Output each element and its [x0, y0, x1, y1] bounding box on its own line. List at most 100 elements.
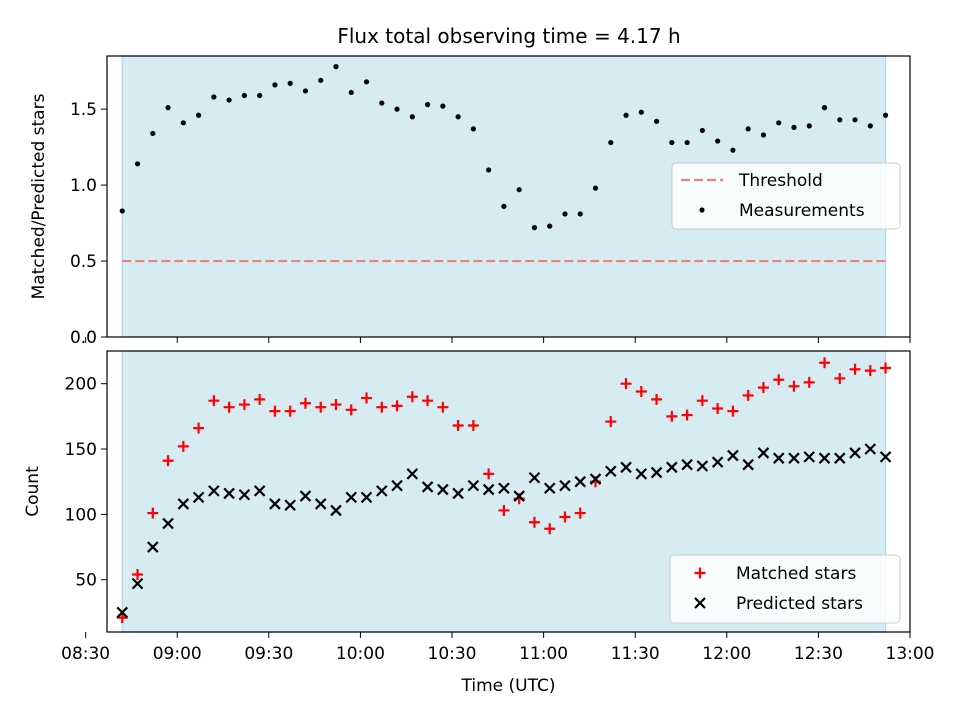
predicted-star-point — [376, 485, 388, 497]
matched-star-point — [437, 401, 449, 413]
predicted-star-point — [147, 541, 159, 553]
y-tick-label: 1.5 — [70, 100, 97, 120]
count-x-ticks: 08:30 09:00 09:30 10:00 10:30 11:00 11:30 12:00… — [61, 632, 935, 664]
measurement-point — [180, 120, 186, 126]
legend-box — [671, 162, 901, 230]
x-tick-label: 13:00 — [886, 644, 935, 664]
measurement-point — [837, 117, 843, 123]
predicted-star-point — [482, 483, 495, 496]
measurement-point — [684, 139, 690, 146]
count-y-axis-label: Count — [23, 466, 43, 517]
count-axes-frame — [106, 350, 911, 633]
matched-star-point — [849, 363, 861, 375]
measurement-point — [653, 118, 660, 124]
measurement-point — [806, 123, 812, 129]
predicted-star-point — [208, 485, 220, 497]
matched-star-point — [223, 401, 235, 413]
predicted-star-point — [635, 468, 648, 480]
x-tick-label: 10:00 — [336, 644, 385, 664]
legend-threshold-label: Threshold — [738, 171, 823, 191]
ratio-points — [119, 64, 889, 231]
matched-star-point — [864, 365, 876, 377]
predicted-star-point — [864, 443, 877, 455]
matched-star-point — [345, 404, 357, 416]
matched-star-point — [620, 378, 632, 390]
measurement-point — [318, 77, 324, 83]
predicted-star-point — [238, 488, 251, 501]
predicted-star-point — [742, 458, 754, 471]
measurement-point — [394, 106, 400, 112]
measurement-point — [501, 203, 507, 209]
measurement-point — [440, 103, 446, 109]
predicted-star-point — [314, 498, 327, 510]
predicted-star-point — [543, 482, 556, 495]
measurement-point — [333, 64, 339, 70]
y-tick-label: 50 — [75, 571, 97, 591]
y-tick-label: 0.0 — [70, 328, 97, 348]
matched-star-point — [666, 410, 678, 422]
predicted-star-point — [421, 481, 434, 493]
matched-star-point — [422, 395, 434, 407]
predicted-star-point — [437, 483, 449, 496]
predicted-star-point — [879, 451, 892, 463]
matched-star-point — [742, 389, 754, 401]
matched-star-point — [651, 393, 663, 405]
measurement-point — [348, 89, 354, 96]
legend-matched-label: Matched stars — [736, 564, 856, 584]
matched-star-point — [727, 405, 739, 417]
predicted-star-point — [269, 498, 281, 510]
matched-star-point — [819, 357, 831, 369]
predicted-star-point — [711, 456, 724, 468]
predicted-star-point — [345, 491, 358, 504]
matched-star-point — [330, 399, 342, 411]
measurement-point — [867, 123, 873, 129]
predicted-star-point — [253, 485, 266, 497]
matched-star-point — [299, 397, 311, 409]
predicted-star-point — [406, 468, 419, 480]
x-tick-label: 11:00 — [519, 644, 568, 664]
ratio-y-axis-label: Matched/Predicted stars — [29, 93, 49, 299]
measurement-point — [531, 225, 538, 231]
x-tick-label: 08:30 — [61, 644, 110, 664]
x-tick-label: 10:30 — [428, 644, 477, 664]
y-tick-label: 150 — [65, 440, 97, 460]
measurement-point — [241, 92, 247, 99]
predicted-star-point — [192, 491, 205, 504]
matched-star-point — [452, 419, 464, 431]
predicted-star-point — [681, 458, 693, 471]
predicted-star-point — [620, 461, 632, 474]
measurement-point — [608, 139, 614, 146]
matched-star-point — [528, 516, 540, 528]
predicted-star-point — [559, 479, 571, 492]
ratio-legend: Threshold Measurements — [671, 162, 901, 230]
measurement-point — [119, 208, 125, 214]
measurement-point — [486, 167, 492, 173]
x-tick-label: 11:30 — [611, 644, 660, 664]
matched-star-point — [116, 612, 128, 624]
measurement-point — [287, 80, 293, 86]
legend-box — [669, 554, 901, 624]
ratio-panel: 0.0 0.5 1.0 1.5 Matched/Predicted stars Thr… — [29, 55, 911, 348]
matched-star-point — [605, 416, 617, 428]
matched-star-point — [880, 362, 892, 374]
measurement-point — [226, 97, 232, 103]
measurement-point — [195, 112, 202, 118]
matched-star-point — [681, 409, 693, 421]
y-tick-label: 0.5 — [70, 252, 97, 272]
predicted-star-point — [330, 504, 342, 517]
matched-star-point — [574, 507, 586, 519]
measurement-point — [150, 130, 156, 137]
measurement-point — [379, 100, 385, 106]
matched-star-point — [254, 393, 266, 405]
x-tick-label: 12:00 — [702, 644, 751, 664]
predicted-star-point — [849, 447, 861, 459]
matched-star-point — [284, 405, 296, 417]
legend-predicted-label: Predicted stars — [736, 594, 863, 614]
matched-star-point — [467, 419, 479, 431]
matched-star-point — [788, 380, 800, 392]
measurement-point — [257, 92, 263, 99]
count-x-axis-label: Time (UTC) — [461, 676, 556, 696]
measurement-point — [638, 109, 644, 115]
predicted-star-point — [284, 499, 296, 512]
matched-star-point — [315, 401, 327, 413]
